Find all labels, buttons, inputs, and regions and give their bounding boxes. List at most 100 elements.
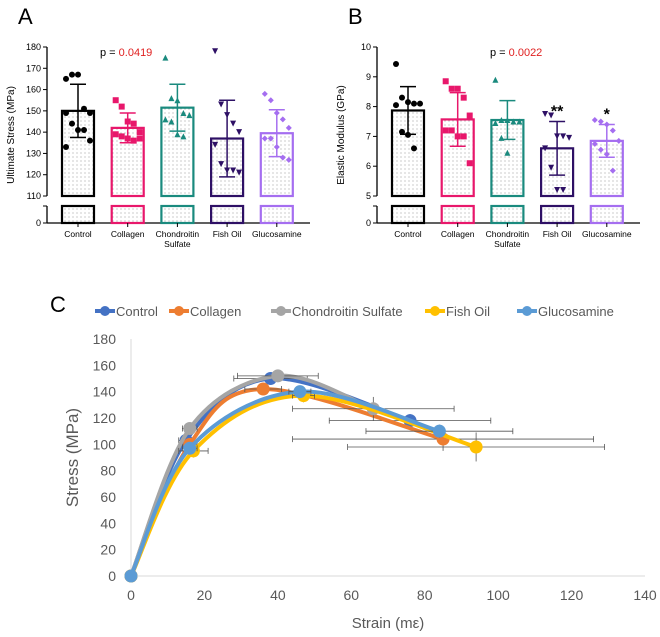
panel-C: C 0 20 40 60 80 100 120 140 0 20 40 60 80 100 120 140 160… (50, 292, 657, 632)
data-point (124, 118, 131, 125)
bar (60, 109, 96, 198)
x-tick-label: Chondroitin (486, 229, 530, 239)
series-glucosamine (124, 385, 514, 583)
data-point (554, 187, 561, 194)
y-tick-label: 20 (100, 542, 116, 558)
data-point (393, 60, 399, 67)
data-point (87, 109, 93, 116)
bar-group-3: Fish Oil (210, 48, 245, 239)
data-point (448, 85, 455, 92)
data-point (273, 109, 280, 116)
legend-swatch-marker (100, 306, 110, 316)
y-tick-label: 60 (100, 489, 116, 505)
x-tick-label: Sulfate (494, 239, 521, 249)
panel-label: A (18, 4, 33, 29)
y-tick-label: 80 (100, 463, 116, 479)
data-point (504, 117, 511, 124)
x-tick-label: 40 (270, 587, 286, 603)
bar-lower (259, 204, 294, 225)
y-tick-label: 140 (93, 384, 117, 400)
series-control (124, 372, 492, 583)
data-point (63, 144, 69, 151)
bar-lower (110, 204, 145, 225)
x-tick-label: Control (394, 229, 422, 239)
data-point (591, 140, 598, 147)
data-point (112, 131, 119, 138)
data-point (118, 133, 125, 140)
x-tick-label: 140 (633, 587, 657, 603)
data-point (230, 167, 237, 174)
y-tick-label: 170 (26, 63, 41, 73)
data-point (285, 156, 292, 163)
data-point (510, 118, 517, 125)
y-tick-label: 150 (26, 106, 41, 116)
data-point (405, 99, 411, 106)
data-point (293, 385, 307, 399)
significance-marker: * (604, 106, 611, 123)
data-point (224, 167, 231, 174)
legend-label: Glucosamine (538, 304, 614, 319)
x-axis-label: Strain (mε) (352, 615, 425, 632)
data-point (118, 103, 125, 110)
data-point (236, 129, 243, 136)
legend-label: Collagen (190, 304, 241, 319)
x-tick-label: 120 (560, 587, 584, 603)
data-point (516, 118, 523, 125)
x-tick-label: Collagen (441, 229, 475, 239)
x-tick-label: Fish Oil (213, 229, 242, 239)
data-point (162, 116, 169, 123)
bar-lower (440, 204, 475, 225)
data-point (230, 120, 237, 127)
y-tick-label: 7 (366, 131, 371, 141)
data-point (279, 116, 286, 123)
bar-lower (160, 204, 195, 225)
legend-swatch-marker (522, 306, 532, 316)
data-point (87, 137, 93, 144)
bar-lower (490, 204, 525, 225)
data-point (285, 124, 292, 131)
panel-B: B 0 5 6 7 8 9 10 Elastic Modulus (GPa) p = 0.0022… (336, 4, 640, 249)
y-tick-label: 0 (366, 218, 371, 228)
data-point (542, 111, 549, 118)
data-point (498, 117, 505, 124)
data-point (112, 97, 119, 104)
data-point (469, 440, 483, 454)
data-point (130, 137, 137, 144)
data-point (218, 101, 225, 108)
bar-lower (539, 204, 575, 225)
y-tick-label: 160 (26, 85, 41, 95)
y-axis-label: Ultimate Stress (MPa) (6, 86, 17, 184)
legend-swatch-marker (174, 306, 184, 316)
legend-swatch-marker (276, 306, 286, 316)
data-point (183, 422, 197, 436)
legend-item: Control (95, 304, 158, 319)
x-tick-label: Chondroitin (156, 229, 200, 239)
series-line (129, 393, 477, 577)
legend-item: Fish Oil (425, 304, 490, 319)
data-point (454, 133, 461, 140)
p-value-annotation: p = 0.0022 (490, 47, 542, 59)
data-point (218, 161, 225, 168)
bar-lower (390, 204, 426, 225)
data-point (405, 131, 411, 138)
data-point (75, 71, 81, 78)
data-point (212, 48, 219, 55)
data-point (124, 569, 138, 583)
data-point (279, 154, 286, 161)
x-tick-label: Sulfate (164, 239, 191, 249)
data-point (442, 127, 449, 134)
x-tick-label: 20 (197, 587, 213, 603)
data-point (442, 78, 449, 85)
y-tick-label: 120 (26, 170, 41, 180)
y-tick-label: 120 (93, 410, 117, 426)
bar-group-3: ** Fish Oil (539, 104, 575, 239)
data-point (498, 134, 505, 141)
y-axis-label: Elastic Modulus (GPa) (336, 85, 347, 184)
legend-item: Glucosamine (517, 304, 614, 319)
legend-label: Fish Oil (446, 304, 490, 319)
data-point (492, 119, 499, 126)
data-point (603, 121, 610, 128)
